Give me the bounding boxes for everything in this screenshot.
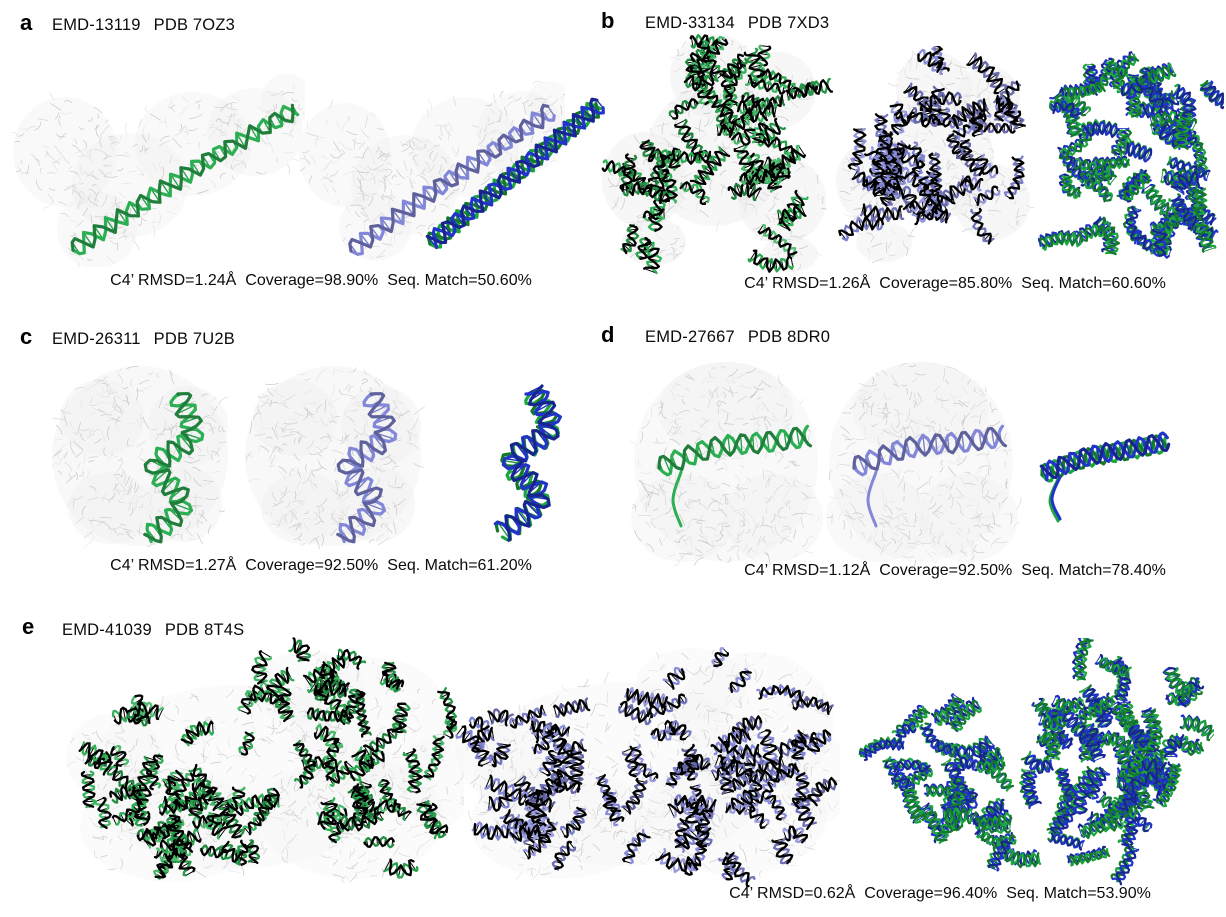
pdb-id: PDB 7U2B xyxy=(153,330,236,348)
blue-model-in-density-map-image xyxy=(836,46,1035,264)
coverage-value: Coverage=98.90% xyxy=(245,272,379,289)
model-overlay-image xyxy=(493,384,562,542)
emd-id: EMD-33134 xyxy=(645,14,735,32)
pdb-id: PDB 7XD3 xyxy=(747,14,830,32)
model-overlay-image xyxy=(1039,431,1171,523)
pdb-id: PDB 7OZ3 xyxy=(153,16,236,34)
pdb-id: PDB 8DR0 xyxy=(747,328,831,346)
blue-model-in-density-map-image xyxy=(455,647,840,888)
blue-model-in-density-map-image xyxy=(299,80,565,261)
pdb-id: PDB 8T4S xyxy=(164,621,245,639)
rmsd-value: C4’ RMSD=1.12Å xyxy=(744,562,871,579)
panel-header: EMD-41039 PDB 8T4S xyxy=(62,621,244,641)
panel-header: EMD-33134 PDB 7XD3 xyxy=(645,14,829,34)
seq-match-value: Seq. Match=78.40% xyxy=(1021,562,1166,579)
panel-letter: a xyxy=(20,10,33,35)
coverage-value: Coverage=96.40% xyxy=(864,885,998,902)
panel-letter: c xyxy=(20,324,33,349)
emd-id: EMD-27667 xyxy=(645,328,735,346)
green-model-in-density-map-image xyxy=(601,34,834,276)
blue-model-in-density-map-image xyxy=(245,366,425,549)
rmsd-value: C4’ RMSD=1.26Å xyxy=(744,275,871,292)
coverage-value: Coverage=92.50% xyxy=(879,562,1013,579)
metrics-caption: C4’ RMSD=1.27Å Coverage=92.50% Seq. Match=… xyxy=(60,556,582,575)
panel-letter: e xyxy=(22,614,35,639)
metrics-caption: C4’ RMSD=1.24Å Coverage=98.90% Seq. Match=… xyxy=(60,271,582,290)
metrics-caption: C4’ RMSD=1.26Å Coverage=85.80% Seq. Match=… xyxy=(690,274,1220,293)
seq-match-value: Seq. Match=61.20% xyxy=(387,557,532,574)
seq-match-value: Seq. Match=60.60% xyxy=(1021,275,1166,292)
panel-letter: b xyxy=(601,8,615,33)
emd-id: EMD-26311 xyxy=(52,330,141,348)
coverage-value: Coverage=92.50% xyxy=(245,557,379,574)
panel-header: EMD-26311 PDB 7U2B xyxy=(52,330,235,350)
metrics-caption: C4’ RMSD=0.62Å Coverage=96.40% Seq. Match=… xyxy=(660,884,1220,903)
panel-letter: d xyxy=(601,322,615,347)
rmsd-value: C4’ RMSD=0.62Å xyxy=(729,885,856,902)
green-model-in-density-map-image xyxy=(629,362,823,566)
green-model-in-density-map-image xyxy=(66,637,464,884)
seq-match-value: Seq. Match=53.90% xyxy=(1006,885,1151,902)
rmsd-value: C4’ RMSD=1.27Å xyxy=(110,557,237,574)
green-model-in-density-map-image xyxy=(11,74,305,267)
rmsd-value: C4’ RMSD=1.24Å xyxy=(110,272,237,289)
model-overlay-image xyxy=(858,638,1214,886)
panel-header: EMD-27667 PDB 8DR0 xyxy=(645,328,830,348)
panel-header: EMD-13119 PDB 7OZ3 xyxy=(52,16,235,36)
emd-id: EMD-41039 xyxy=(62,621,152,639)
model-overlay-image xyxy=(425,97,605,250)
green-model-in-density-map-image xyxy=(52,366,228,548)
model-overlay-image xyxy=(1038,51,1224,259)
blue-model-in-density-map-image xyxy=(826,362,1022,571)
metrics-caption: C4’ RMSD=1.12Å Coverage=92.50% Seq. Match=… xyxy=(690,561,1220,580)
coverage-value: Coverage=85.80% xyxy=(879,275,1013,292)
emd-id: EMD-13119 xyxy=(52,16,141,34)
seq-match-value: Seq. Match=50.60% xyxy=(387,272,532,289)
